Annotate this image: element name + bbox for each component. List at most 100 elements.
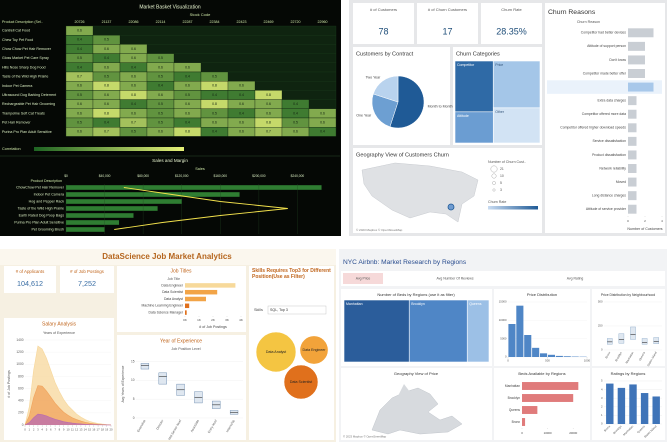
skills-title-box: Skills Requires Top3 for Different Posit… <box>252 268 331 280</box>
bubble-label: Data Engineer <box>303 348 327 352</box>
x-tick-label: Bronx <box>603 424 611 432</box>
chart-title: Churn Reasons <box>548 9 596 16</box>
kpi-card <box>417 3 478 44</box>
cell-label: 0.5 <box>158 74 163 78</box>
y-tick-label: 4 <box>601 387 603 391</box>
legend-label: Correlation <box>2 147 21 151</box>
cell-label: 0.6 <box>185 102 190 106</box>
x-tick-label: Associate <box>190 419 200 433</box>
x-tick-label: 1000 <box>584 359 591 363</box>
y-tick-label: 1000 <box>16 362 23 366</box>
row-header: Product Description <box>31 179 62 183</box>
row-label: Hills Nose Sharp Dog Food <box>2 65 46 69</box>
credit: © 2023 Mapbox © OpenStreetMap <box>356 228 403 232</box>
filter-label: Skills <box>254 308 263 312</box>
filter-active[interactable] <box>343 273 383 284</box>
x-tick-label: 10 <box>66 428 70 432</box>
chart-title: Ratings by Regions <box>611 371 646 376</box>
cell-label: 0.7 <box>104 130 109 134</box>
bar <box>628 123 637 133</box>
category-label: Data Analyst <box>164 297 183 301</box>
category-label: Network reliability <box>599 166 626 170</box>
box <box>607 338 613 345</box>
x-tick-label: 0 <box>24 428 26 432</box>
cell-label: 0.5 <box>185 93 190 97</box>
category-label: Queens <box>509 408 521 412</box>
margin-line <box>114 187 288 230</box>
x-tick-label: 15 <box>88 428 92 432</box>
cell-label: 0.5 <box>77 56 82 60</box>
y-tick-label: 0 <box>133 416 135 420</box>
y-tick-label: 0 <box>22 423 24 427</box>
cell-label: 0.5 <box>212 111 217 115</box>
cell-label: 0.6 <box>158 93 163 97</box>
cell-label: 0.8 <box>266 120 271 124</box>
tile-label: Attitude <box>457 114 469 118</box>
bar <box>66 185 322 190</box>
y-tick-label: 200 <box>18 411 24 415</box>
area-fill <box>25 414 111 425</box>
box <box>653 337 659 344</box>
chart-title: Geography View of Price <box>394 371 439 376</box>
cell-label: 0.5 <box>158 120 163 124</box>
x-tick-label: 3K <box>225 318 229 322</box>
cell-label: 0.6 <box>185 65 190 69</box>
job-titles-card <box>117 266 246 332</box>
axis-title: Number of Customers <box>627 227 662 231</box>
row-label: Ultrasound Dog Barking Deterrent <box>2 93 56 97</box>
x-tick-label: 18 <box>101 428 105 432</box>
x-tick-label: 11 <box>71 428 74 432</box>
bar <box>185 303 190 309</box>
x-tick-label: 500 <box>545 359 550 363</box>
category-label: Data Science Manager <box>149 310 184 314</box>
bar <box>522 418 526 426</box>
size-key <box>492 188 496 192</box>
chart-title: Beds Available by Regions <box>518 371 565 376</box>
cell-label: 0.4 <box>131 102 136 106</box>
price-box-card <box>592 289 665 366</box>
kpi-label: # of Churn Customers <box>428 7 467 12</box>
cell-label: 0.6 <box>77 130 82 134</box>
chart-title: Job Titles <box>170 268 192 274</box>
chart-title: Price Distribution by Neighbourhood <box>601 293 655 297</box>
cell-label: 0.6 <box>131 56 136 60</box>
cell-label: 0.6 <box>131 84 136 88</box>
category-label: Moved <box>616 180 626 184</box>
chart-title: Geography View of Customers Churn <box>356 152 449 158</box>
size-key <box>492 181 496 185</box>
category-label: Extra data charges <box>598 99 627 103</box>
cell-label: 0.5 <box>158 56 163 60</box>
dashboard-title: DataScience Job Market Analytics <box>102 252 232 261</box>
legend-label: 3 <box>500 188 502 192</box>
x-tick-label: Queens <box>636 424 646 434</box>
category-label: Brooklyn <box>508 396 521 400</box>
row-label: Indoor Pet Camera <box>2 84 32 88</box>
x-tick-label: Manhattan <box>624 350 634 364</box>
bar <box>66 206 158 211</box>
x-tick-label: Internship <box>225 419 236 433</box>
category-label: Product dissatisfaction <box>592 153 626 157</box>
x-tick-label: 0 <box>627 219 629 223</box>
x-tick-label: 1K <box>197 318 201 322</box>
category-label: Attitude of service provider <box>586 207 627 211</box>
category-label: Indoor Pet Camera <box>34 192 64 196</box>
tile <box>454 111 494 144</box>
cell-label: 0.6 <box>266 102 271 106</box>
bar <box>652 396 660 424</box>
y-tick-label: 800 <box>18 374 24 378</box>
y-tick-label: 500 <box>598 300 603 304</box>
legend-gradient <box>488 206 538 210</box>
category-label: Competitor had better devices <box>581 31 627 35</box>
nyc-map-land <box>398 384 410 396</box>
cell-label: 0.5 <box>212 74 217 78</box>
filter-dropdown[interactable] <box>267 305 327 315</box>
x-tick-label: Brooklyn <box>612 424 623 435</box>
cell-label: 0.6 <box>185 111 190 115</box>
cell-label: 0.8 <box>266 93 271 97</box>
x-tick-label: Brooklyn <box>614 350 623 362</box>
size-key <box>490 165 498 173</box>
cell-label: 0.6 <box>77 111 82 115</box>
column-label: 22720 <box>291 20 301 24</box>
bar <box>185 289 218 295</box>
y-tick-label: 600 <box>18 386 24 390</box>
